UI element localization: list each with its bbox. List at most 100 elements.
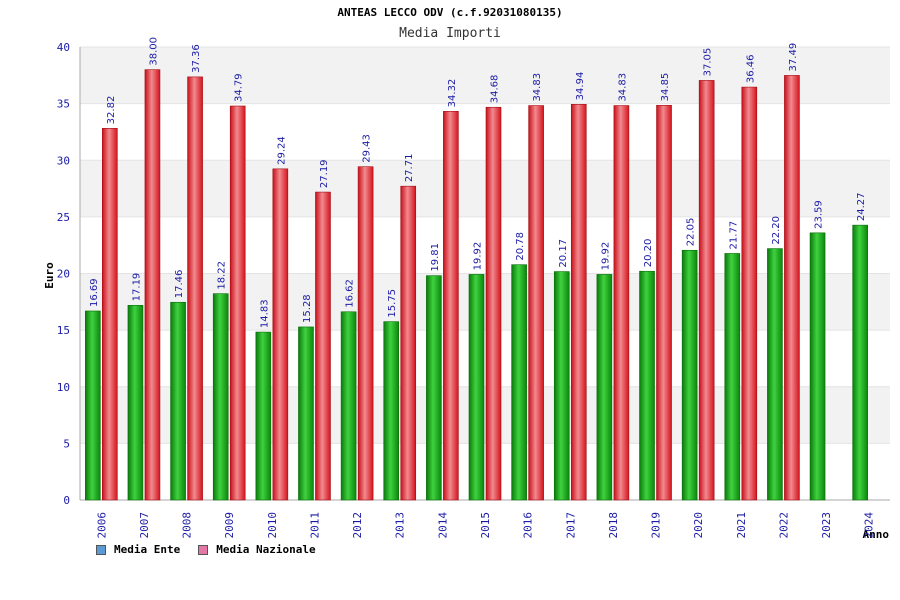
data-label: 21.77 (728, 221, 739, 250)
bar-media-ente (426, 275, 442, 501)
data-label: 34.79 (234, 73, 245, 102)
data-label: 16.69 (89, 278, 100, 307)
x-tick-label: 2009 (223, 512, 236, 539)
x-tick-label: 2011 (308, 512, 321, 539)
x-tick-label: 2020 (692, 512, 705, 539)
y-tick-label: 25 (57, 211, 70, 224)
bar-media-nazionale (656, 105, 672, 501)
data-label: 34.94 (575, 72, 586, 101)
bars (85, 69, 868, 501)
bar-media-ente (85, 310, 101, 501)
bar-media-nazionale (272, 168, 289, 501)
bar-media-nazionale (485, 106, 502, 501)
bar-media-ente (767, 248, 783, 501)
data-label: 15.28 (302, 294, 313, 323)
x-tick-label: 2007 (138, 512, 151, 539)
y-tick-label: 40 (57, 41, 70, 54)
x-tick-label: 2017 (564, 512, 577, 539)
y-tick-label: 30 (57, 154, 70, 167)
data-label: 34.83 (617, 73, 628, 102)
bar-media-nazionale (357, 166, 374, 501)
x-tick-label: 2006 (95, 512, 108, 539)
y-tick-label: 35 (57, 98, 70, 111)
data-label: 19.92 (600, 242, 611, 271)
y-tick-label: 20 (57, 268, 70, 281)
x-tick-label: 2022 (777, 512, 790, 539)
bar-media-ente (170, 301, 186, 501)
bar-media-ente (639, 270, 655, 501)
bar-media-ente (681, 249, 698, 501)
bar-media-ente (553, 271, 570, 501)
bar-media-nazionale (102, 128, 118, 501)
data-label: 27.19 (319, 159, 330, 188)
x-tick-label: 2012 (351, 512, 364, 539)
bar-media-nazionale (315, 191, 331, 501)
legend-item-ente: Media Ente (96, 543, 180, 556)
legend-label-nazionale: Media Nazionale (216, 543, 316, 556)
bar-media-nazionale (144, 69, 161, 501)
chart-subtitle: Media Importi (399, 26, 501, 41)
data-labels: 16.69 32.82 17.19 38.00 17.46 37.36 18.22 34.79… (89, 37, 867, 328)
legend: Media Ente Media Nazionale (96, 543, 316, 556)
bar-media-ente (212, 293, 229, 501)
data-label: 15.75 (387, 289, 398, 318)
legend-label-ente: Media Ente (114, 543, 181, 556)
data-label: 20.78 (515, 232, 526, 261)
bar-media-ente (724, 253, 741, 501)
bar-media-ente (511, 264, 527, 501)
data-label: 17.46 (174, 270, 185, 299)
bar-media-ente (298, 326, 314, 501)
data-label: 38.00 (148, 37, 159, 66)
data-label: 14.83 (259, 299, 270, 328)
data-label: 32.82 (106, 96, 117, 125)
x-tick-label: 2008 (181, 512, 194, 539)
data-label: 29.43 (362, 134, 373, 163)
data-label: 24.27 (856, 193, 867, 222)
x-tick-label: 2021 (735, 512, 748, 539)
bar-media-ente (596, 274, 613, 501)
legend-item-nazionale: Media Nazionale (198, 543, 316, 556)
chart-title: ANTEAS LECCO ODV (c.f.92031080135) (337, 6, 563, 19)
bar-media-ente (340, 311, 357, 501)
bar-media-nazionale (528, 105, 544, 501)
data-label: 23.59 (814, 200, 825, 229)
data-label: 34.32 (447, 79, 458, 108)
y-tick-label: 5 (63, 437, 70, 450)
data-label: 19.92 (473, 242, 484, 271)
bar-media-nazionale (400, 185, 417, 501)
data-label: 18.22 (217, 261, 228, 290)
tick-labels: 0 5 10 15 20 25 30 35 40 Euro Anno 2006 2007 2008 2009… (43, 41, 889, 541)
bar-media-nazionale (613, 105, 630, 501)
data-label: 27.71 (404, 154, 415, 183)
bar-media-nazionale (229, 105, 246, 501)
data-label: 22.20 (771, 216, 782, 245)
y-tick-label: 10 (57, 381, 70, 394)
x-tick-label: 2015 (479, 512, 492, 539)
y-axis-title: Euro (43, 262, 56, 289)
data-label: 34.83 (532, 73, 543, 102)
x-tick-label: 2019 (650, 512, 663, 539)
bar-media-nazionale (741, 86, 758, 501)
x-tick-label: 2014 (436, 512, 449, 539)
legend-swatch-ente (96, 544, 106, 555)
bar-media-ente (255, 331, 272, 501)
data-label: 19.81 (430, 243, 441, 272)
x-tick-label: 2024 (863, 512, 876, 539)
bar-media-nazionale (784, 75, 800, 501)
bar-media-ente (383, 321, 400, 501)
x-tick-label: 2016 (522, 512, 535, 539)
bar-media-nazionale (443, 111, 459, 501)
bar-media-ente (468, 274, 485, 501)
data-label: 34.68 (490, 75, 501, 104)
bar-media-nazionale (570, 104, 587, 501)
data-label: 20.17 (558, 239, 569, 268)
data-label: 37.49 (788, 43, 799, 72)
x-tick-label: 2010 (266, 512, 279, 539)
data-label: 36.46 (745, 54, 756, 83)
data-label: 22.05 (686, 218, 697, 247)
data-label: 37.36 (191, 44, 202, 73)
data-label: 16.62 (345, 279, 356, 308)
y-tick-label: 0 (63, 494, 70, 507)
x-tick-label: 2013 (394, 512, 407, 539)
data-label: 34.85 (660, 73, 671, 102)
